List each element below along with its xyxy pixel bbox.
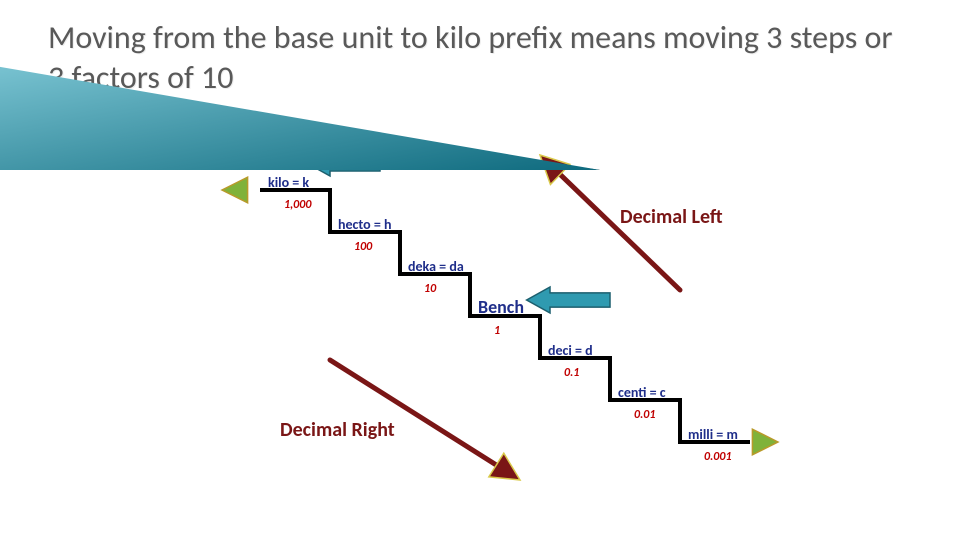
step-value: 0.1 — [564, 366, 579, 380]
decimal-right-label: Decimal Right — [280, 418, 395, 442]
decimal-left-label: Decimal Left — [620, 205, 723, 229]
step-value: 1 — [494, 324, 500, 338]
step-value: 100 — [354, 240, 372, 254]
step-label: deka = da — [408, 258, 464, 275]
step-value: 10 — [424, 282, 436, 296]
step-label: Bench — [478, 296, 524, 318]
step-label: milli = m — [688, 426, 738, 443]
step-label: hecto = h — [338, 216, 391, 233]
step-label: deci = d — [548, 342, 593, 359]
stair-arrow-right-icon — [752, 429, 778, 455]
step-value: 0.001 — [704, 450, 732, 464]
step-value: 1,000 — [284, 198, 311, 212]
block-arrow-bench — [527, 287, 610, 313]
stair-arrow-left-icon — [222, 177, 248, 203]
step-label: kilo = k — [268, 174, 309, 191]
step-label: centi = c — [618, 384, 666, 401]
step-value: 0.01 — [634, 408, 655, 422]
footer-decorative-wedge — [0, 0, 600, 170]
